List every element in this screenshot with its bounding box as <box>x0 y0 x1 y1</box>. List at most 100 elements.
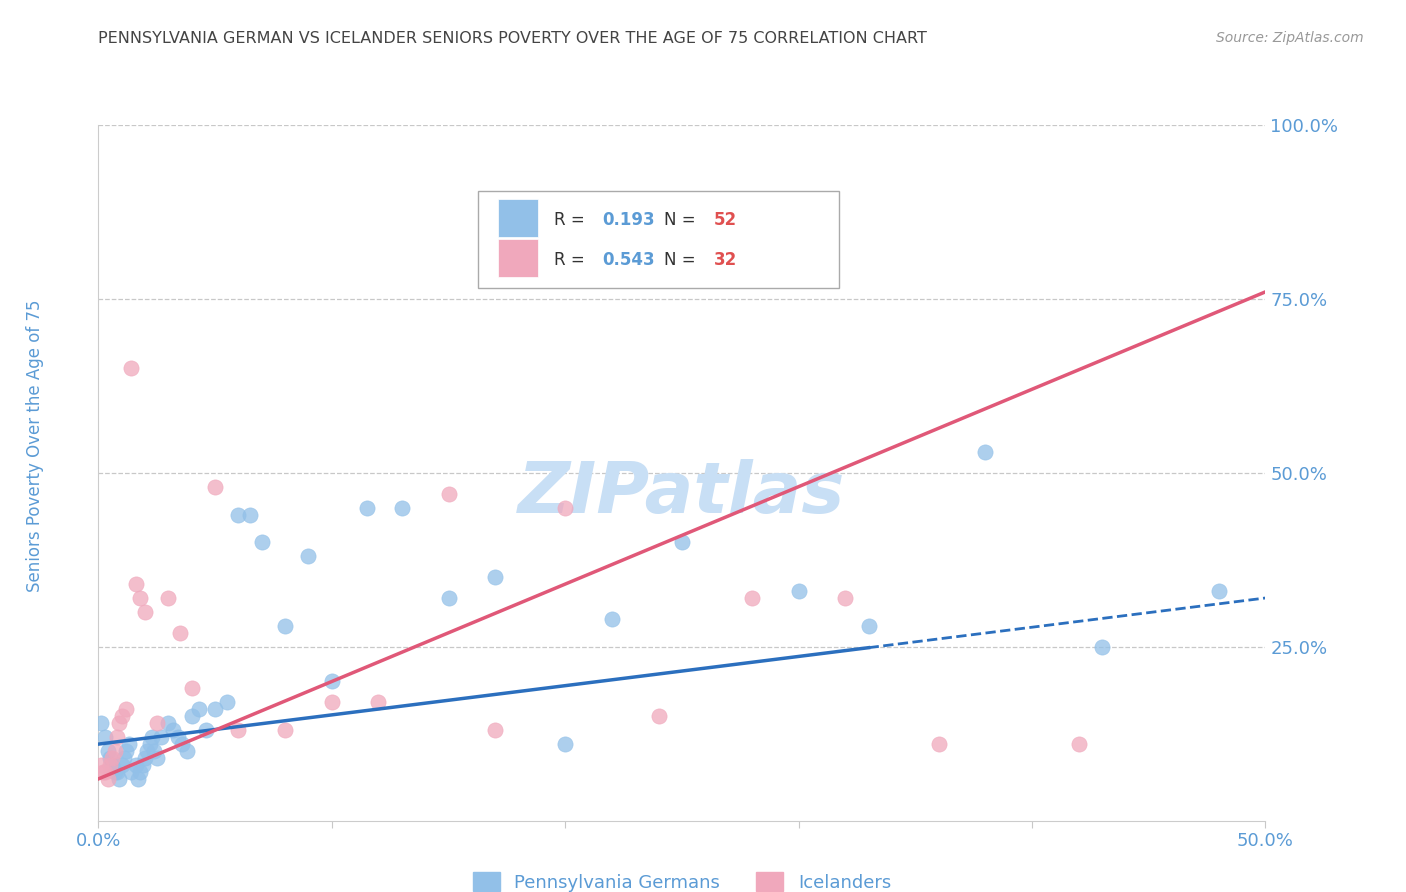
Bar <box>498 239 538 277</box>
Text: ZIPatlas: ZIPatlas <box>519 459 845 528</box>
Point <box>104 744 127 758</box>
Point <box>120 361 142 376</box>
Point <box>356 500 378 515</box>
Point <box>787 584 810 599</box>
Point <box>112 751 135 765</box>
Text: PENNSYLVANIA GERMAN VS ICELANDER SENIORS POVERTY OVER THE AGE OF 75 CORRELATION : PENNSYLVANIA GERMAN VS ICELANDER SENIORS… <box>98 31 928 46</box>
Point <box>228 723 250 738</box>
Text: 0.543: 0.543 <box>603 251 655 268</box>
Point <box>136 744 159 758</box>
Point <box>1067 737 1090 751</box>
Point <box>118 737 141 751</box>
Point <box>111 758 134 772</box>
Point <box>129 764 152 779</box>
Point <box>91 764 114 779</box>
Point <box>239 508 262 522</box>
Text: Source: ZipAtlas.com: Source: ZipAtlas.com <box>1216 31 1364 45</box>
Text: Seniors Poverty Over the Age of 75: Seniors Poverty Over the Age of 75 <box>27 300 44 592</box>
Point <box>125 758 148 772</box>
Point <box>108 772 131 786</box>
Point <box>105 730 128 744</box>
Bar <box>498 199 538 237</box>
Point <box>101 758 124 772</box>
Point <box>297 549 319 564</box>
Point <box>98 758 121 772</box>
Point <box>125 577 148 591</box>
Point <box>600 612 623 626</box>
Point <box>115 702 138 716</box>
Text: R =: R = <box>554 211 589 228</box>
Point <box>98 751 121 765</box>
Point <box>150 730 173 744</box>
Point <box>484 570 506 584</box>
Point <box>671 535 693 549</box>
Point <box>250 535 273 549</box>
Point <box>101 751 124 765</box>
Point <box>180 709 202 723</box>
Point <box>228 508 250 522</box>
Point <box>741 591 763 605</box>
Point <box>94 730 117 744</box>
Text: 0.193: 0.193 <box>603 211 655 228</box>
Point <box>90 716 112 731</box>
Point <box>437 591 460 605</box>
Point <box>1208 584 1230 599</box>
Point <box>554 500 576 515</box>
Text: 32: 32 <box>713 251 737 268</box>
Point <box>166 730 188 744</box>
Point <box>162 723 184 738</box>
Point <box>554 737 576 751</box>
Point <box>120 764 142 779</box>
Point <box>187 702 209 716</box>
Point <box>437 486 460 500</box>
Point <box>974 445 997 459</box>
Point <box>928 737 950 751</box>
Point <box>1091 640 1114 654</box>
Point <box>134 751 156 765</box>
Point <box>858 619 880 633</box>
Point <box>108 716 131 731</box>
Point <box>143 744 166 758</box>
Point <box>484 723 506 738</box>
Point <box>97 744 120 758</box>
Point <box>157 716 180 731</box>
Point <box>274 723 297 738</box>
Point <box>127 772 149 786</box>
Point <box>134 605 156 619</box>
Text: N =: N = <box>665 251 702 268</box>
FancyBboxPatch shape <box>478 191 839 288</box>
Text: 52: 52 <box>713 211 737 228</box>
Point <box>172 737 194 751</box>
Point <box>194 723 217 738</box>
Point <box>90 758 112 772</box>
Point <box>391 500 413 515</box>
Point <box>647 709 669 723</box>
Point <box>215 695 238 709</box>
Point <box>146 716 169 731</box>
Point <box>204 702 226 716</box>
Point <box>834 591 856 605</box>
Point <box>180 681 202 696</box>
Point <box>94 764 117 779</box>
Point <box>115 744 138 758</box>
Point <box>321 695 343 709</box>
Text: R =: R = <box>554 251 589 268</box>
Point <box>141 730 163 744</box>
Point <box>274 619 297 633</box>
Point <box>111 709 134 723</box>
Legend: Pennsylvania Germans, Icelanders: Pennsylvania Germans, Icelanders <box>472 872 891 892</box>
Point <box>157 591 180 605</box>
Text: N =: N = <box>665 211 702 228</box>
Point <box>139 737 162 751</box>
Point <box>129 591 152 605</box>
Point <box>321 674 343 689</box>
Point <box>146 751 169 765</box>
Point <box>132 758 155 772</box>
Point <box>105 764 128 779</box>
Point <box>97 772 120 786</box>
Point <box>104 764 127 779</box>
Point <box>367 695 389 709</box>
Point <box>176 744 198 758</box>
Point <box>204 480 226 494</box>
Point <box>169 625 191 640</box>
